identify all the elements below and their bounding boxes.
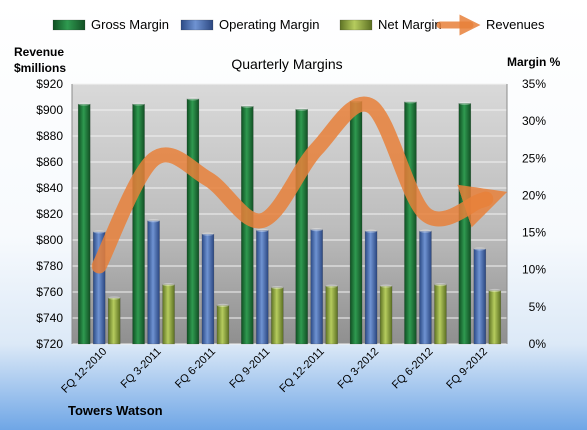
bar-top-net-margin-1 <box>162 282 175 287</box>
right-tick-label: 10% <box>522 263 546 277</box>
left-tick-label: $860 <box>36 155 63 169</box>
left-axis-ticks: $720 $740 $760 $780 $800 $820 $840 $860 $880 $900… <box>36 77 63 351</box>
source-label: Towers Watson <box>68 403 163 418</box>
left-tick-label: $900 <box>36 103 63 117</box>
bar-operating-margin-2 <box>201 233 215 345</box>
right-axis-label: Margin % <box>507 55 561 69</box>
x-tick-label: FQ 3-2012 <box>336 346 382 392</box>
bar-net-margin-5 <box>379 285 393 345</box>
left-tick-label: $780 <box>36 259 63 273</box>
x-tick-label: FQ 3-2011 <box>119 346 164 391</box>
legend-swatch-operating-margin <box>180 19 214 31</box>
legend-label-net-margin: Net Margin <box>378 17 442 32</box>
bar-top-net-margin-3 <box>271 285 284 290</box>
x-tick-label: FQ 6-2011 <box>173 346 218 391</box>
left-tick-label: $820 <box>36 207 63 221</box>
bars <box>77 97 502 345</box>
bar-top-operating-margin-0 <box>93 230 106 234</box>
legend-label-operating-margin: Operating Margin <box>219 17 319 32</box>
bar-top-gross-margin-2 <box>186 97 199 101</box>
bar-top-operating-margin-1 <box>147 219 160 223</box>
bar-top-operating-margin-5 <box>365 229 378 233</box>
legend-swatch-net-margin <box>339 19 373 31</box>
bar-top-gross-margin-0 <box>78 102 91 106</box>
x-tick-label: FQ 12-2010 <box>59 346 109 396</box>
left-tick-label: $880 <box>36 129 63 143</box>
bar-top-operating-margin-2 <box>201 232 214 236</box>
legend: Gross Margin Operating Margin Net Margin Re… <box>52 14 545 36</box>
bar-gross-margin-4 <box>295 109 308 345</box>
right-tick-label: 5% <box>529 300 547 314</box>
left-tick-label: $740 <box>36 311 63 325</box>
bar-top-net-margin-2 <box>216 303 229 307</box>
x-tick-label: FQ 12-2011 <box>277 346 326 395</box>
bar-operating-margin-7 <box>473 248 487 345</box>
bar-top-operating-margin-3 <box>256 228 269 232</box>
bar-net-margin-0 <box>107 297 121 345</box>
left-axis-label-line2: $millions <box>14 61 66 75</box>
bar-top-gross-margin-1 <box>132 102 145 106</box>
x-tick-label: FQ 6-2012 <box>390 346 436 392</box>
bar-top-operating-margin-6 <box>419 229 432 233</box>
bar-operating-margin-3 <box>256 230 269 345</box>
right-tick-label: 30% <box>522 114 546 128</box>
chart-title: Quarterly Margins <box>231 56 342 72</box>
bar-top-net-margin-6 <box>434 282 447 287</box>
bar-top-net-margin-0 <box>108 296 121 300</box>
left-tick-label: $760 <box>36 285 63 299</box>
left-tick-label: $800 <box>36 233 63 247</box>
bar-operating-margin-4 <box>310 229 323 345</box>
right-tick-label: 20% <box>522 188 546 202</box>
revenue-line-layer <box>91 96 508 274</box>
legend-label-revenues: Revenues <box>486 17 545 32</box>
right-tick-label: 25% <box>522 151 546 165</box>
bar-net-margin-3 <box>271 287 284 345</box>
bar-top-net-margin-5 <box>380 284 393 288</box>
bar-operating-margin-6 <box>419 230 432 345</box>
bar-gross-margin-5 <box>349 100 363 345</box>
bar-gross-margin-1 <box>132 103 145 345</box>
bar-top-operating-margin-4 <box>310 228 323 232</box>
bar-top-operating-margin-7 <box>473 247 486 251</box>
x-tick-label: FQ 9-2012 <box>444 346 490 392</box>
bar-top-gross-margin-3 <box>241 104 254 108</box>
bar-gross-margin-6 <box>404 101 417 345</box>
bar-net-margin-2 <box>216 305 230 345</box>
right-axis-ticks: 0% 5% 10% 15% 20% 25% 30% 35% <box>522 77 546 351</box>
bar-gross-margin-2 <box>186 98 200 345</box>
x-axis-ticks: FQ 12-2010 FQ 3-2011 FQ 6-2011 FQ 9-2011 FQ … <box>59 346 490 396</box>
bar-gross-margin-0 <box>77 103 91 345</box>
bar-top-gross-margin-6 <box>404 100 417 104</box>
bar-net-margin-1 <box>162 284 175 345</box>
bar-net-margin-6 <box>434 284 447 345</box>
bar-net-margin-7 <box>488 290 502 345</box>
legend-label-gross-margin: Gross Margin <box>91 17 169 32</box>
bar-operating-margin-5 <box>364 230 378 345</box>
bar-gross-margin-7 <box>458 103 472 345</box>
left-tick-label: $920 <box>36 77 63 91</box>
revenue-line <box>91 96 508 274</box>
bar-top-net-margin-4 <box>325 284 338 288</box>
bar-top-gross-margin-4 <box>295 107 308 111</box>
left-axis-label-line1: Revenue <box>14 45 64 59</box>
right-tick-label: 15% <box>522 226 546 240</box>
bar-top-gross-margin-7 <box>458 101 471 105</box>
legend-swatch-gross-margin <box>52 19 86 31</box>
bar-net-margin-4 <box>325 285 338 345</box>
bar-operating-margin-1 <box>147 220 160 345</box>
x-tick-label: FQ 9-2011 <box>227 346 272 391</box>
left-tick-label: $840 <box>36 181 63 195</box>
left-tick-label: $720 <box>36 337 63 351</box>
right-tick-label: 35% <box>522 77 546 91</box>
bar-top-net-margin-7 <box>488 288 501 293</box>
right-tick-label: 0% <box>529 337 547 351</box>
